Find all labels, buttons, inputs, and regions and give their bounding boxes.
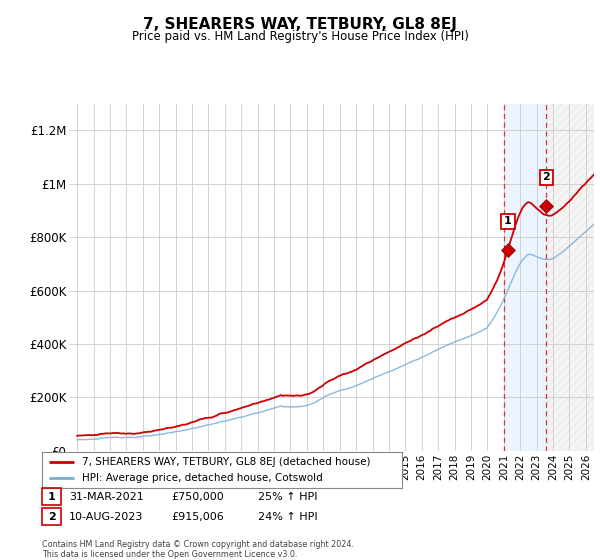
- Text: 1: 1: [48, 492, 55, 502]
- Text: 1: 1: [504, 217, 512, 226]
- Text: Price paid vs. HM Land Registry's House Price Index (HPI): Price paid vs. HM Land Registry's House …: [131, 30, 469, 43]
- Text: 24% ↑ HPI: 24% ↑ HPI: [258, 512, 317, 522]
- Text: 31-MAR-2021: 31-MAR-2021: [69, 492, 144, 502]
- Text: Contains HM Land Registry data © Crown copyright and database right 2024.
This d: Contains HM Land Registry data © Crown c…: [42, 540, 354, 559]
- Text: 2: 2: [48, 512, 55, 522]
- Text: 10-AUG-2023: 10-AUG-2023: [69, 512, 143, 522]
- Text: 2: 2: [542, 172, 550, 183]
- Text: HPI: Average price, detached house, Cotswold: HPI: Average price, detached house, Cots…: [82, 474, 322, 483]
- Bar: [547, 104, 594, 451]
- Bar: [504, 104, 547, 451]
- Text: £915,006: £915,006: [171, 512, 224, 522]
- Text: £750,000: £750,000: [171, 492, 224, 502]
- Text: 25% ↑ HPI: 25% ↑ HPI: [258, 492, 317, 502]
- Text: 7, SHEARERS WAY, TETBURY, GL8 8EJ: 7, SHEARERS WAY, TETBURY, GL8 8EJ: [143, 17, 457, 32]
- Text: 7, SHEARERS WAY, TETBURY, GL8 8EJ (detached house): 7, SHEARERS WAY, TETBURY, GL8 8EJ (detac…: [82, 457, 370, 466]
